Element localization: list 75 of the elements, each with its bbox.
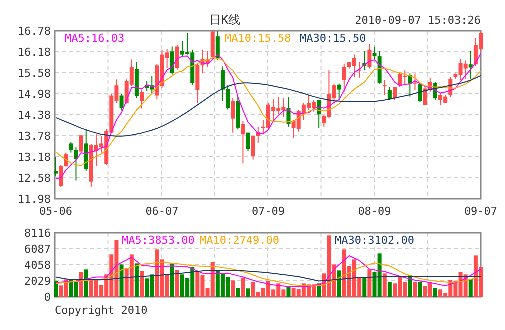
bar [433, 288, 438, 297]
y-tick-label: 13.18 [18, 150, 51, 164]
candlestick [342, 63, 346, 92]
candlestick [392, 86, 397, 101]
x-tick-label: 08-09 [358, 205, 392, 218]
x-tick-label: 05-06 [39, 205, 73, 218]
candlestick [216, 30, 220, 61]
bar [337, 270, 342, 297]
y-tick-label: 2029 [24, 274, 51, 288]
y-tick-label: 4058 [24, 258, 51, 272]
text: MA5:16.03 [65, 32, 125, 45]
text: 2010-09-07 15:03:26 [355, 14, 481, 27]
bar [246, 288, 250, 297]
candlestick [59, 164, 64, 188]
bar [418, 282, 422, 297]
bar [231, 280, 236, 297]
candlestick [468, 50, 473, 80]
candlestick [241, 120, 246, 164]
candlestick [251, 136, 256, 160]
bar [413, 282, 418, 297]
x-tick-label: 07-09 [252, 205, 286, 218]
candlestick [382, 80, 387, 96]
candlestick [170, 46, 174, 76]
candlestick [74, 147, 78, 182]
candlestick [372, 46, 377, 61]
bar [84, 270, 88, 297]
bar [134, 264, 139, 297]
y-tick-label: 12.58 [18, 172, 51, 185]
bar [140, 271, 144, 297]
bar [286, 286, 291, 297]
candlestick [140, 89, 144, 110]
text: Copyright 2010 [55, 304, 148, 317]
chart-title: 日K线 [209, 13, 241, 27]
y-tick-label: 11.98 [18, 192, 51, 206]
y-tick-label: 6087 [24, 242, 51, 256]
y-tick-label: 0 [44, 290, 51, 304]
line-series [56, 262, 482, 287]
candlestick [246, 132, 250, 152]
text: MA30:3102.00 [335, 234, 414, 247]
candlestick [79, 134, 84, 154]
line-series [56, 255, 482, 288]
candlestick [337, 83, 342, 101]
bar [54, 281, 58, 297]
text: MA30:15.50 [300, 32, 366, 45]
bar [382, 274, 387, 297]
series-label: MA5:3853.00 [122, 234, 195, 247]
candlestick [120, 94, 124, 112]
y-tick-label: 16.78 [18, 24, 51, 38]
x-tick-label: 09-07 [464, 205, 498, 218]
x-tick-label: 06-07 [146, 205, 179, 218]
y-tick-label: 15.58 [18, 66, 51, 80]
bar [468, 278, 473, 297]
y-tick-label: 8116 [24, 226, 51, 240]
y-tick-label: 14.38 [18, 108, 51, 122]
bar [388, 282, 392, 297]
candlestick [388, 86, 392, 101]
candlestick [368, 43, 372, 70]
series-label: MA10:15.58 [225, 32, 292, 45]
bar [362, 277, 367, 297]
series-label: MA10:2749.00 [200, 234, 280, 247]
candlestick [231, 98, 236, 134]
candlestick [69, 142, 74, 154]
candlestick [54, 156, 58, 178]
bar [241, 278, 246, 297]
y-tick-label: 14.98 [18, 88, 51, 101]
y-tick-label: 16.18 [18, 46, 51, 59]
y-tick-label: 13.78 [18, 130, 51, 143]
bar [120, 264, 124, 297]
line-series [56, 270, 482, 282]
bar [236, 288, 240, 297]
bar [175, 270, 180, 297]
candlestick [413, 73, 418, 91]
bar [170, 264, 174, 297]
bar [79, 272, 84, 297]
bar [368, 270, 372, 297]
